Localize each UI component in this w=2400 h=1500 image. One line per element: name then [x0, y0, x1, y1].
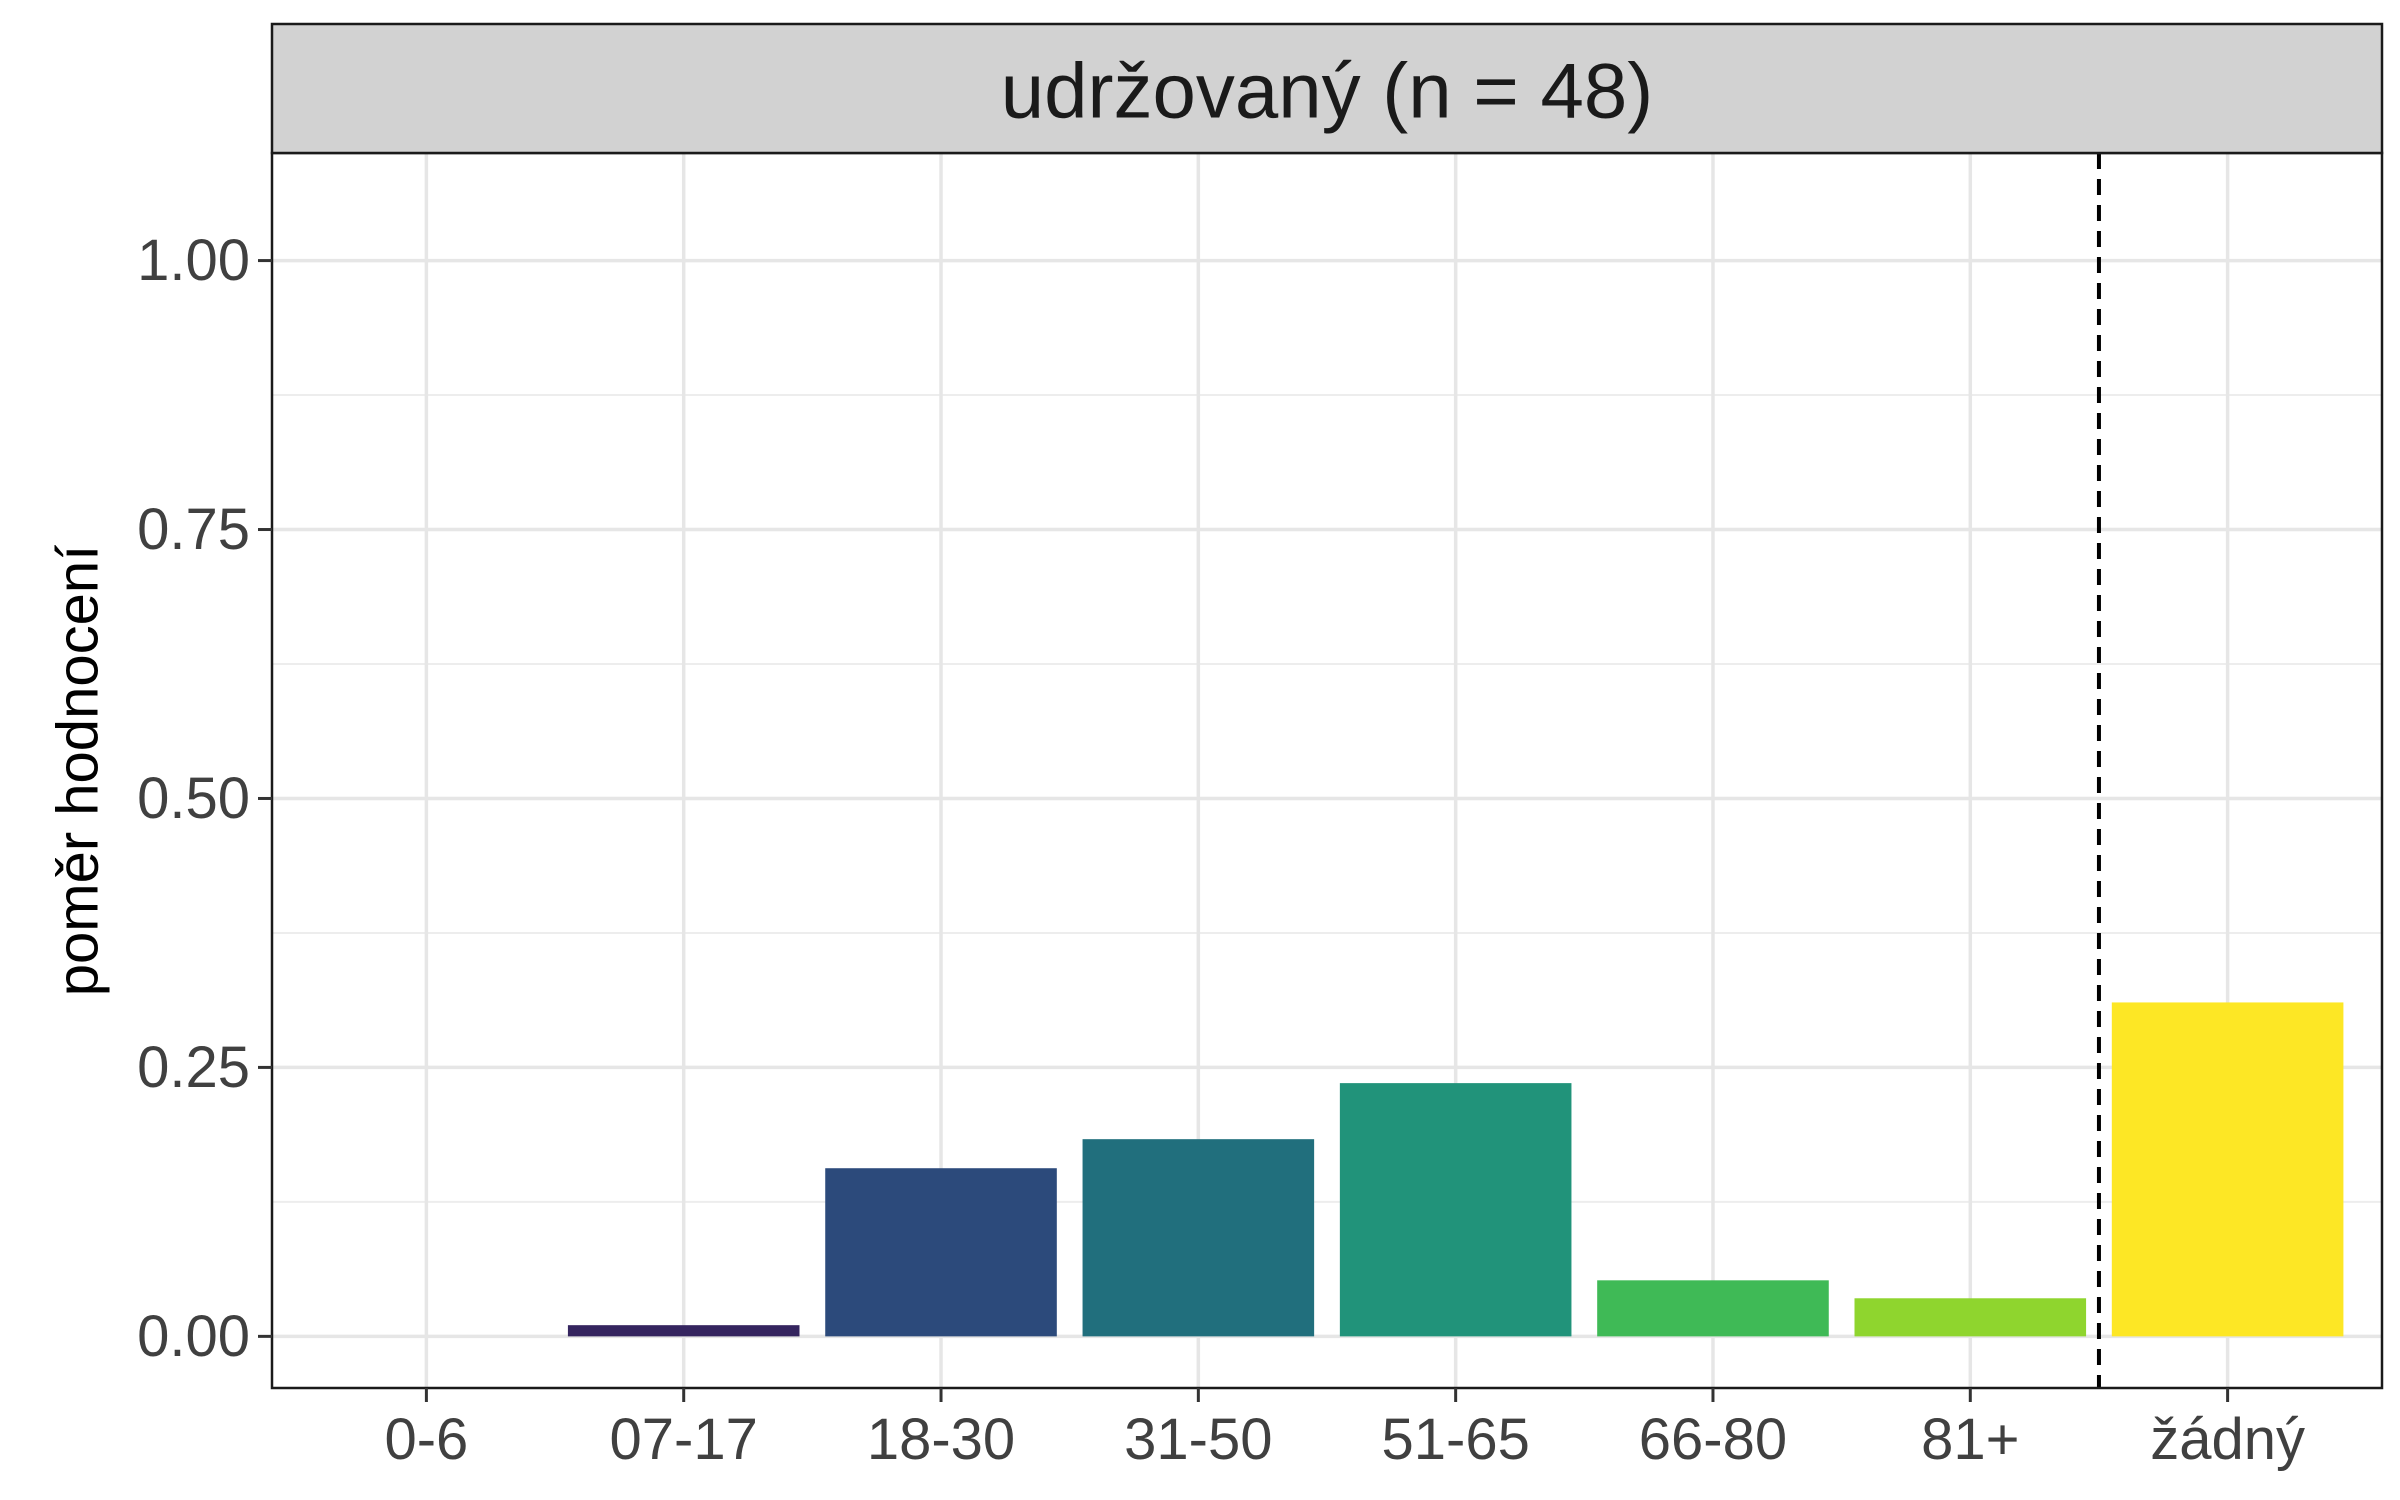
x-axis: 0-6 07-17 18-30 31-50 51-65 66-80 81+ žádný [384, 1388, 2305, 1472]
x-tick-label: žádný [2150, 1407, 2305, 1472]
x-tick-label: 66-80 [1639, 1407, 1787, 1472]
y-axis: 0.00 0.25 0.50 0.75 1.00 [137, 228, 272, 1369]
x-tick-label: 31-50 [1124, 1407, 1272, 1472]
x-tick-label: 51-65 [1381, 1407, 1529, 1472]
y-tick-label: 1.00 [137, 228, 250, 293]
y-tick-label: 0.25 [137, 1035, 250, 1100]
y-axis-title: poměr hodnocení [46, 545, 111, 996]
bar-51-65 [1339, 1083, 1572, 1337]
x-tick-label: 81+ [1921, 1407, 2019, 1472]
y-tick-label: 0.00 [137, 1304, 250, 1369]
bar-07-17 [567, 1325, 800, 1337]
bar-18-30 [825, 1168, 1057, 1337]
x-tick-label: 07-17 [610, 1407, 758, 1472]
facet-strip [270, 22, 2384, 155]
bar-81+ [1854, 1298, 2087, 1337]
y-tick-label: 0.75 [137, 497, 250, 562]
bar-31-50 [1082, 1139, 1315, 1337]
x-tick-label: 0-6 [384, 1407, 468, 1472]
x-tick-label: 18-30 [867, 1407, 1015, 1472]
facet-title: udržovaný (n = 48) [1001, 47, 1654, 135]
grid [272, 153, 2382, 1388]
bar-66-80 [1597, 1280, 1829, 1337]
bars [567, 1002, 2344, 1337]
y-tick-label: 0.50 [137, 766, 250, 831]
bar-žádný [2111, 1002, 2344, 1337]
